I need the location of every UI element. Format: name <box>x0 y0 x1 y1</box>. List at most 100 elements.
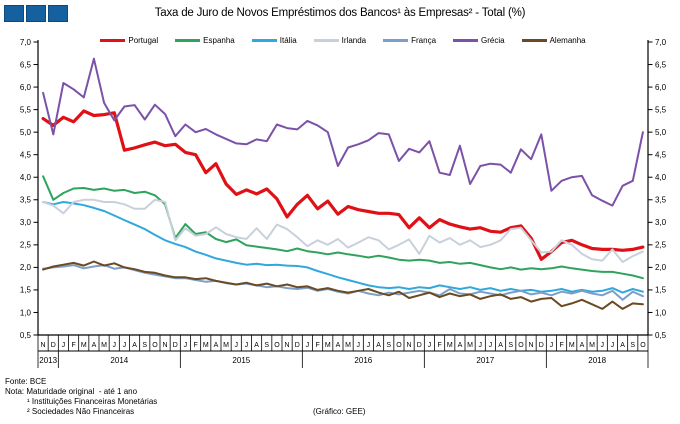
y-tick-label-right: 5,5 <box>655 105 667 114</box>
month-label: M <box>345 342 351 349</box>
month-label: N <box>285 342 290 349</box>
legend-label-portugal: Portugal <box>128 36 159 45</box>
legend-item-alemanha: Alemanha <box>521 36 586 45</box>
year-label: 2016 <box>354 356 372 365</box>
month-label: N <box>163 342 168 349</box>
series-line-portugal <box>41 109 645 261</box>
footer-note-1: ¹ Instituições Financeiras Monetárias <box>27 397 158 406</box>
month-label: F <box>71 342 75 349</box>
month-label: J <box>489 342 493 349</box>
legend-label-italia: Itália <box>279 36 297 45</box>
y-tick-label-right: 4,0 <box>655 173 667 182</box>
year-label: 2017 <box>476 356 494 365</box>
logo-square <box>48 5 68 22</box>
y-tick-label-left: 4,0 <box>20 173 32 182</box>
month-label: A <box>214 342 219 349</box>
month-label: M <box>203 342 209 349</box>
month-label: M <box>101 342 107 349</box>
y-tick-label-left: 3,5 <box>20 196 32 205</box>
series-line-grecia <box>42 57 644 207</box>
month-label: F <box>315 342 319 349</box>
month-label: J <box>357 342 361 349</box>
y-tick-label-right: 7,0 <box>655 38 667 47</box>
month-label: J <box>479 342 483 349</box>
y-tick-label-right: 3,0 <box>655 218 667 227</box>
legend-item-franca: França <box>383 36 436 45</box>
legend-swatch-grecia <box>453 39 479 42</box>
legend-label-franca: França <box>411 36 437 45</box>
month-label: A <box>336 342 341 349</box>
month-label: S <box>142 342 147 349</box>
y-tick-label-right: 6,0 <box>655 83 667 92</box>
y-tick-label-right: 5,0 <box>655 128 667 137</box>
month-label: J <box>184 342 188 349</box>
legend-swatch-franca <box>383 39 409 42</box>
month-label: A <box>254 342 259 349</box>
year-label: 2014 <box>110 356 128 365</box>
month-label: F <box>437 342 441 349</box>
y-tick-label-right: 3,5 <box>655 196 667 205</box>
legend-label-irlanda: Irlanda <box>341 36 367 45</box>
month-label: J <box>245 342 249 349</box>
legend-swatch-espanha <box>175 39 201 42</box>
legend-item-espanha: Espanha <box>175 36 235 45</box>
y-tick-label-left: 7,0 <box>20 38 32 47</box>
month-label: A <box>92 342 97 349</box>
month-label: M <box>325 342 331 349</box>
month-label: M <box>447 342 453 349</box>
footer-credit: (Gráfico: GEE) <box>313 407 366 416</box>
legend-label-grecia: Grécia <box>481 36 505 45</box>
month-label: N <box>41 342 46 349</box>
y-tick-label-left: 6,5 <box>20 60 32 69</box>
month-label: J <box>123 342 127 349</box>
legend-swatch-irlanda <box>313 39 339 42</box>
y-tick-label-right: 1,5 <box>655 286 667 295</box>
month-label: O <box>518 342 524 349</box>
y-tick-label-left: 4,5 <box>20 150 32 159</box>
legend-item-italia: Itália <box>251 36 297 45</box>
year-label: 2013 <box>39 356 57 365</box>
y-tick-label-right: 2,5 <box>655 241 667 250</box>
month-label: J <box>550 342 554 349</box>
series-line-irlanda <box>42 198 644 263</box>
y-tick-label-left: 2,5 <box>20 241 32 250</box>
month-label: D <box>51 342 56 349</box>
logo-square <box>4 5 24 22</box>
legend-label-alemanha: Alemanha <box>549 36 586 45</box>
logo <box>4 5 68 22</box>
series-line-italia <box>42 201 644 294</box>
month-label: D <box>173 342 178 349</box>
year-label: 2018 <box>588 356 606 365</box>
month-label: O <box>274 342 280 349</box>
y-tick-label-left: 1,5 <box>20 286 32 295</box>
month-label: F <box>559 342 563 349</box>
y-tick-label-left: 2,0 <box>20 263 32 272</box>
y-tick-label-left: 0,5 <box>20 331 32 340</box>
month-label: N <box>529 342 534 349</box>
month-label: S <box>386 342 391 349</box>
month-label: S <box>264 342 269 349</box>
series-line-espanha <box>42 175 644 280</box>
month-label: A <box>620 342 625 349</box>
month-label: O <box>152 342 158 349</box>
chart-legend: Portugal Espanha Itália Irlanda França Grécia… <box>38 36 648 45</box>
footer-note: Nota: Maturidade original - até 1 ano <box>5 387 138 396</box>
legend-swatch-italia <box>251 39 277 42</box>
month-label: D <box>295 342 300 349</box>
y-tick-label-left: 6,0 <box>20 83 32 92</box>
logo-square <box>26 5 46 22</box>
y-tick-label-left: 3,0 <box>20 218 32 227</box>
month-label: M <box>467 342 473 349</box>
y-tick-label-right: 2,0 <box>655 263 667 272</box>
y-tick-label-left: 5,0 <box>20 128 32 137</box>
month-label: J <box>611 342 615 349</box>
month-label: M <box>569 342 575 349</box>
month-label: A <box>580 342 585 349</box>
month-label: F <box>193 342 197 349</box>
y-tick-label-right: 6,5 <box>655 60 667 69</box>
y-tick-label-left: 5,5 <box>20 105 32 114</box>
footer-source: Fonte: BCE <box>5 377 47 386</box>
month-label: M <box>81 342 87 349</box>
